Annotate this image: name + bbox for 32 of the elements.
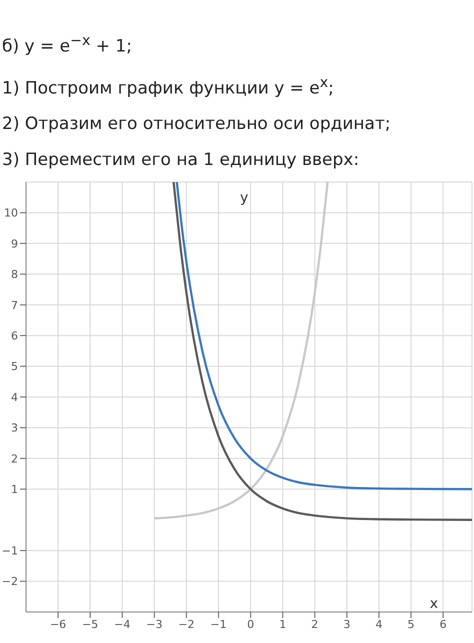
- x-tick-label: 1: [279, 618, 286, 631]
- x-axis-title: x: [430, 596, 438, 612]
- y-tick-label: 2: [11, 452, 18, 466]
- y-tick-label: 5: [11, 360, 18, 374]
- x-tick-label: 4: [375, 618, 382, 631]
- x-tick-label: 0: [247, 618, 254, 631]
- y-tick-label: −1: [2, 544, 18, 558]
- y-tick-label: 8: [11, 268, 18, 282]
- y-tick-label: 7: [11, 298, 18, 312]
- x-tick-label: 6: [440, 618, 447, 631]
- y-tick-label: 6: [11, 329, 18, 342]
- x-tick-label: 5: [408, 618, 415, 631]
- y-tick-label: 1: [11, 483, 18, 496]
- y-tick-label: 10: [4, 206, 18, 220]
- x-tick-label: 2: [311, 618, 318, 631]
- x-tick-label: −1: [210, 618, 227, 631]
- x-tick-label: 3: [343, 618, 350, 631]
- x-tick-label: −3: [146, 618, 162, 631]
- line-series: [153, 182, 329, 520]
- y-axis-title: y: [240, 190, 248, 206]
- text: 3) Переместим его на 1 единицу вверх:: [2, 149, 360, 172]
- y-tick-label: 9: [11, 237, 18, 250]
- text: 1) Построим график функции y = e$^{x}$;: [2, 74, 335, 100]
- y-tick-label: 4: [11, 390, 18, 404]
- y-tick-label: −2: [2, 575, 18, 588]
- x-tick-label: −6: [50, 618, 66, 631]
- x-tick-label: −5: [82, 618, 98, 631]
- x-tick-label: −2: [178, 618, 195, 631]
- text: 2) Отразим его относительно оси ординат;: [2, 113, 392, 136]
- y-tick-label: 3: [11, 422, 18, 435]
- x-tick-label: −4: [114, 618, 130, 631]
- chart-title: б) y = e$^{−x}$ + 1;: [2, 32, 133, 58]
